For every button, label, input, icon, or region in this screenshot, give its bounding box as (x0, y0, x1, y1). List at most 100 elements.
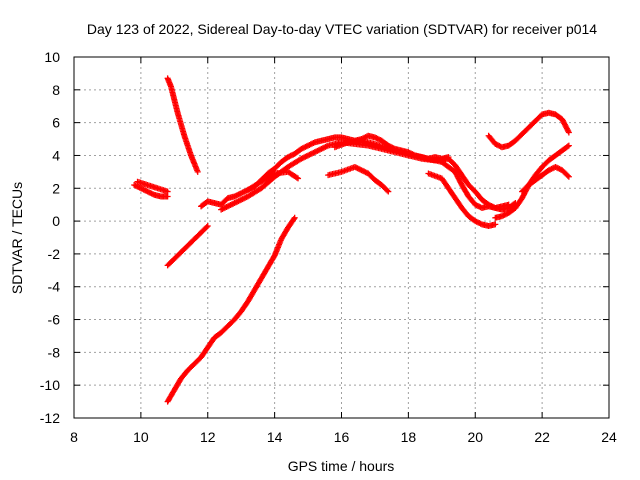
data-point (545, 167, 552, 174)
data-point (242, 194, 249, 201)
data-point (374, 135, 381, 142)
series-s14 (519, 163, 572, 195)
data-point (301, 144, 308, 151)
data-point (555, 165, 562, 172)
x-tick-label: 8 (70, 429, 78, 445)
grid-lines (74, 57, 609, 418)
data-point (564, 143, 571, 150)
data-point (476, 203, 483, 210)
data-point (303, 153, 310, 160)
data-point (298, 155, 305, 162)
series-s1 (131, 181, 171, 200)
y-tick-label: 0 (52, 213, 60, 229)
data-point (473, 202, 480, 209)
data-point (148, 190, 155, 197)
y-tick-label: -4 (48, 279, 61, 295)
data-point (240, 188, 247, 195)
data-point (291, 214, 298, 221)
data-point (236, 190, 243, 197)
data-point (234, 192, 241, 199)
data-point (218, 206, 225, 213)
data-point (321, 144, 328, 151)
data-point (227, 202, 234, 209)
data-point (306, 141, 313, 148)
data-point (473, 218, 480, 225)
data-point (353, 164, 360, 171)
data-point (317, 146, 324, 153)
data-point (318, 145, 325, 152)
data-point (488, 202, 495, 209)
data-point (290, 216, 297, 223)
chart-title: Day 123 of 2022, Sidereal Day-to-day VTE… (87, 21, 597, 37)
data-point (133, 183, 140, 190)
data-point (553, 164, 560, 171)
data-point (147, 189, 154, 196)
data-point (552, 163, 559, 170)
data-point (351, 163, 358, 170)
data-point (310, 139, 317, 146)
data-point (299, 145, 306, 152)
data-point (547, 166, 554, 173)
series-s12 (445, 155, 519, 213)
data-point (240, 195, 247, 202)
data-point (220, 205, 227, 212)
x-tick-label: 10 (133, 429, 149, 445)
data-point (164, 188, 171, 195)
data-point (319, 145, 326, 152)
data-point (137, 185, 144, 192)
data-point (232, 192, 239, 199)
data-point (228, 201, 235, 208)
data-point (270, 171, 277, 178)
y-tick-label: 8 (52, 82, 60, 98)
data-point (565, 142, 572, 149)
data-point (354, 165, 361, 172)
data-point (489, 203, 496, 210)
data-point (224, 203, 231, 210)
data-point (139, 185, 146, 192)
data-point (307, 151, 314, 158)
data-points (131, 75, 572, 405)
data-point (494, 142, 501, 149)
data-point (358, 167, 365, 174)
data-point (307, 141, 314, 148)
data-point (194, 168, 201, 175)
data-point (323, 143, 330, 150)
data-point (236, 197, 243, 204)
data-point (298, 145, 305, 152)
data-point (311, 149, 318, 156)
series-s15 (485, 109, 572, 151)
data-point (301, 154, 308, 161)
series-s3 (164, 75, 201, 175)
data-point (286, 153, 293, 160)
series-s2 (134, 178, 171, 195)
data-point (299, 155, 306, 162)
y-tick-label: 10 (44, 49, 60, 65)
y-tick-label: -2 (48, 246, 61, 262)
data-point (293, 174, 300, 181)
data-point (315, 147, 322, 154)
data-point (303, 143, 310, 150)
data-point (310, 149, 317, 156)
data-point (503, 211, 510, 218)
series-s11 (425, 170, 499, 230)
y-tick-label: -10 (40, 377, 60, 393)
data-point (375, 136, 382, 143)
data-point (357, 166, 364, 173)
x-tick-label: 12 (200, 429, 216, 445)
data-point (295, 175, 302, 182)
data-point (135, 183, 142, 190)
data-point (223, 203, 230, 210)
data-point (230, 200, 237, 207)
x-tick-label: 18 (401, 429, 417, 445)
data-point (145, 189, 152, 196)
data-point (302, 143, 309, 150)
data-point (384, 187, 391, 194)
data-point (219, 205, 226, 212)
x-tick-label: 24 (601, 429, 617, 445)
y-tick-label: 6 (52, 115, 60, 131)
data-point (385, 188, 392, 195)
data-point (373, 135, 380, 142)
y-tick-label: 4 (52, 147, 60, 163)
data-point (492, 140, 499, 147)
data-point (143, 187, 150, 194)
